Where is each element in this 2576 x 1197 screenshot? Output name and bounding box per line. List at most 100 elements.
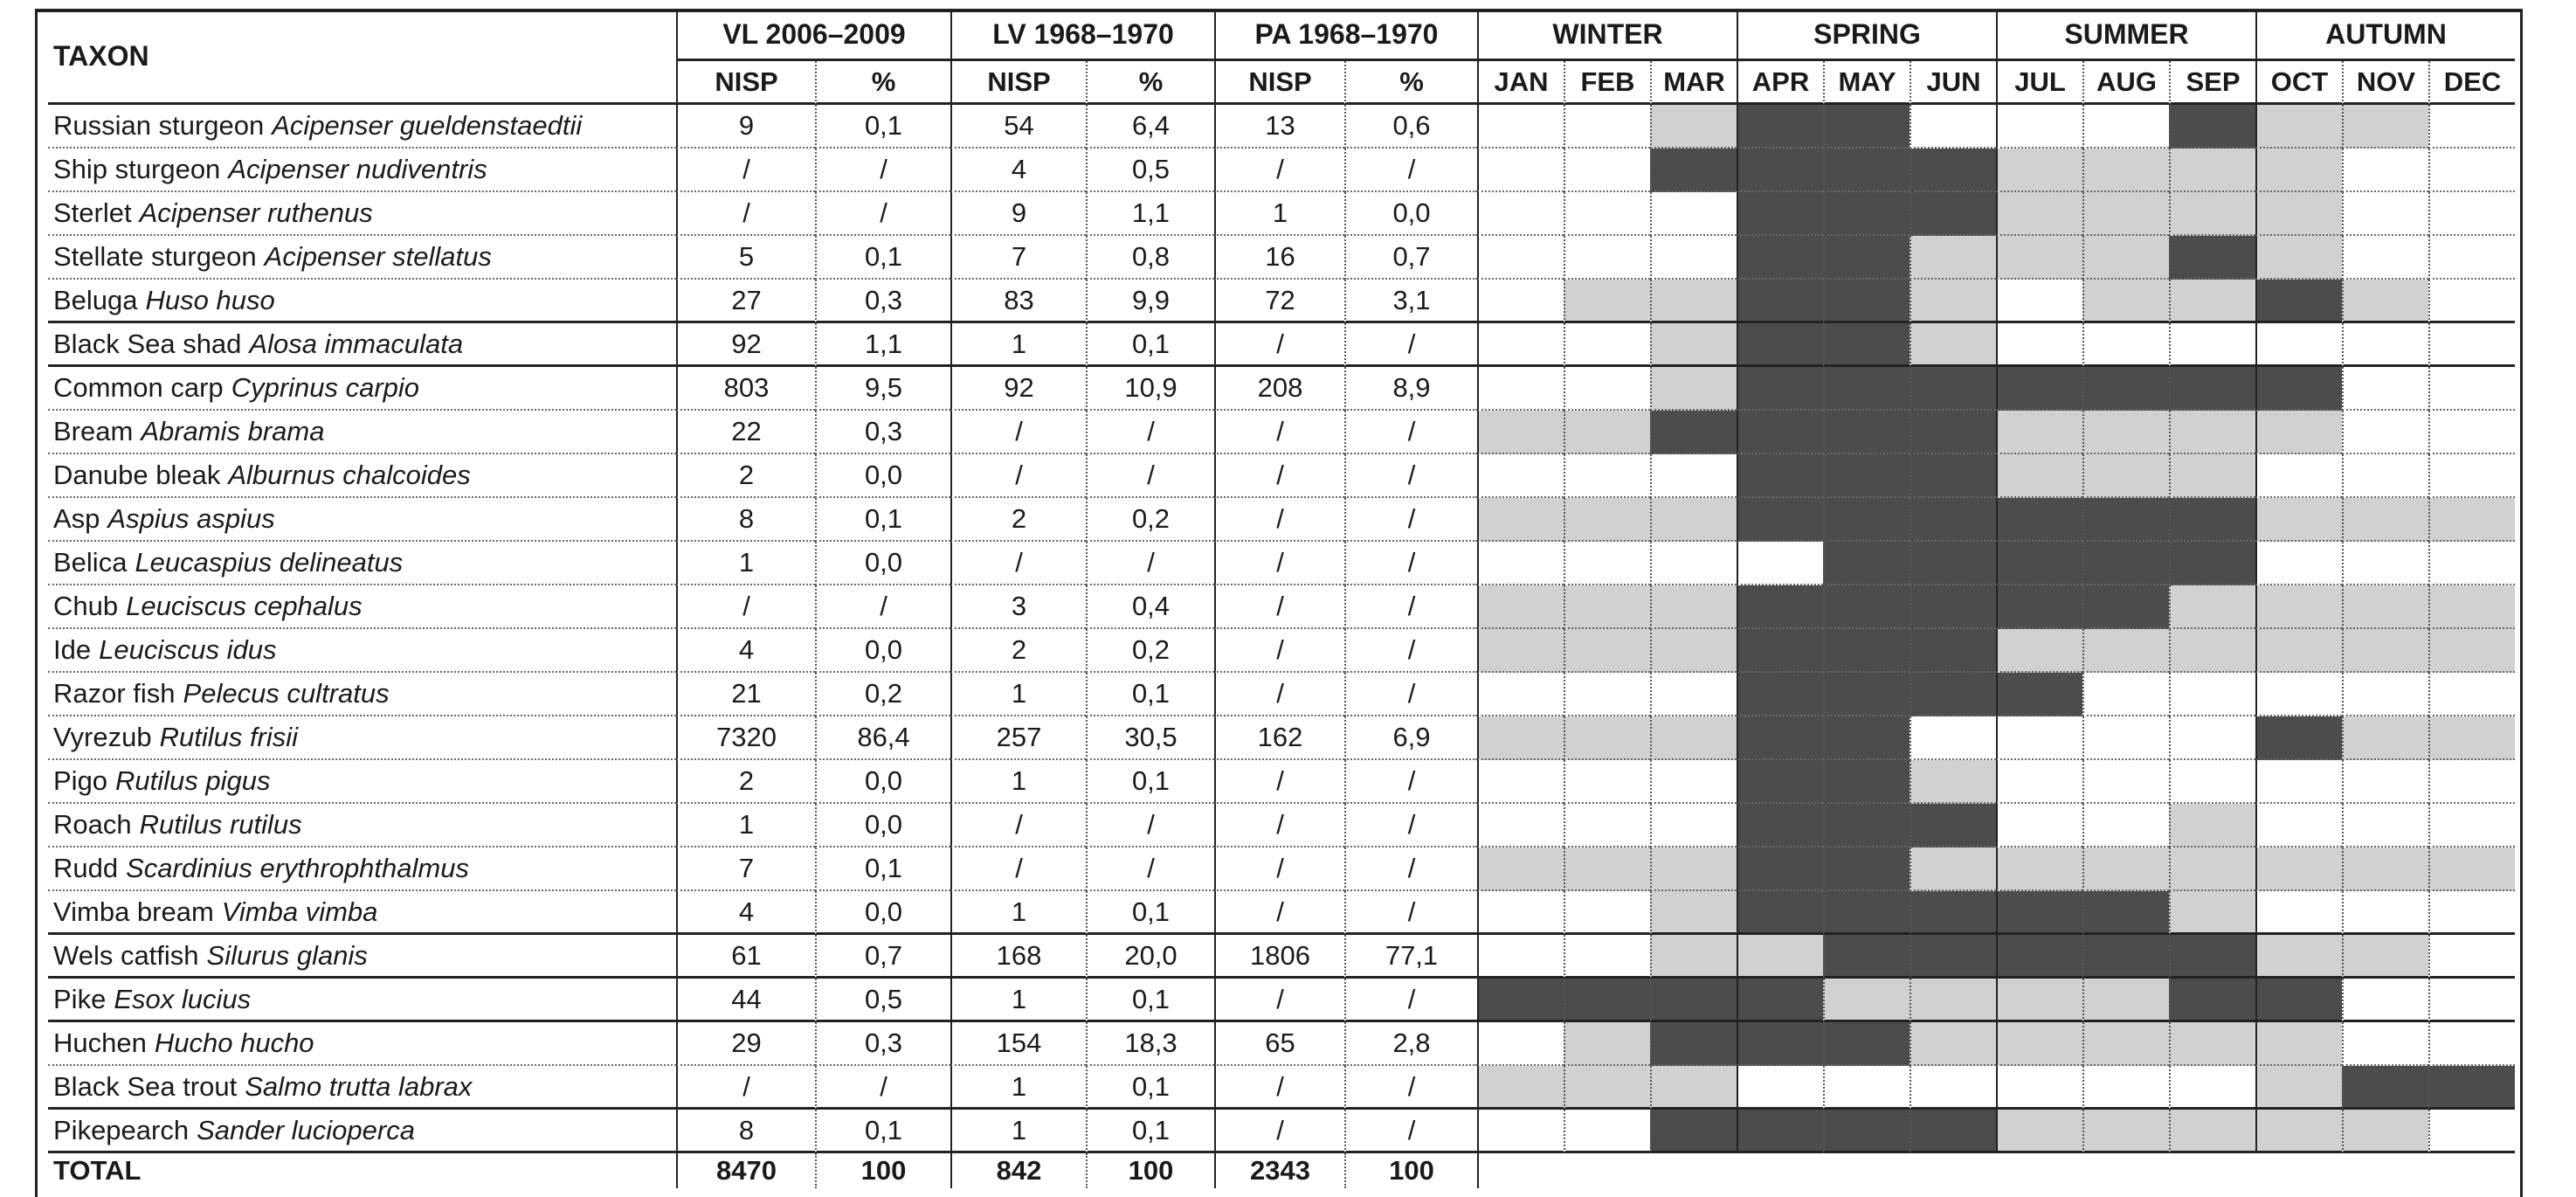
month-presence-cell [1910,192,1996,236]
month-presence-cell [1823,804,1910,848]
percent-value: 0,0 [815,629,950,673]
taxon-cell: Common carp Cyprinus carpio [48,367,676,411]
month-presence-cell [1564,498,1650,542]
month-presence-cell [2342,585,2428,629]
month-presence-cell [1737,891,1823,935]
month-presence-cell [1996,323,2082,367]
percent-value: 0,3 [815,280,950,323]
percent-value: 0,5 [815,979,950,1022]
nisp-value: 29 [676,1022,815,1066]
month-presence-cell [2169,105,2255,149]
month-presence-cell [1996,760,2082,804]
percent-value: / [1086,804,1214,848]
month-presence-cell [1910,891,1996,935]
month-header-aug: AUG [2082,61,2169,105]
month-header-oct: OCT [2255,61,2342,105]
nisp-value: 8 [676,1110,815,1153]
month-presence-cell [2342,716,2428,760]
percent-value: 0,1 [1086,323,1214,367]
month-presence-cell [2255,848,2342,891]
month-presence-cell [2082,411,2169,454]
percent-value: / [1344,454,1477,498]
percent-value: 3,1 [1344,280,1477,323]
nisp-value: / [1214,1066,1344,1110]
month-presence-cell [1477,367,1564,411]
month-presence-cell [2169,673,2255,716]
month-presence-cell [2082,935,2169,979]
nisp-value: 3 [950,585,1086,629]
month-presence-cell [1996,585,2082,629]
month-presence-cell [2255,716,2342,760]
month-presence-cell [1823,149,1910,192]
month-presence-cell [1910,1066,1996,1110]
site-header: PA 1968–1970 [1214,10,1477,61]
month-presence-cell [1737,1066,1823,1110]
common-name: Vyrezub [53,722,152,752]
percent-value: 0,0 [815,760,950,804]
nisp-value: 5 [676,236,815,280]
nisp-value: / [950,848,1086,891]
month-presence-cell [2082,236,2169,280]
nisp-value: / [1214,411,1344,454]
month-presence-cell [2428,848,2515,891]
taxon-header: TAXON [48,10,676,105]
month-presence-cell [1737,673,1823,716]
nisp-value: / [950,542,1086,585]
nisp-value: 1 [950,1110,1086,1153]
month-presence-cell [1650,105,1737,149]
percent-value: / [1344,673,1477,716]
scientific-name: Scardinius erythrophthalmus [126,853,469,883]
month-presence-cell [2082,979,2169,1022]
month-presence-cell [1996,673,2082,716]
percent-value: / [1344,979,1477,1022]
percent-value: 0,1 [1086,1110,1214,1153]
month-presence-cell [1650,673,1737,716]
month-presence-cell [1650,323,1737,367]
common-name: Ide [53,634,92,665]
month-presence-cell [2255,585,2342,629]
percent-value: 0,2 [1086,498,1214,542]
month-presence-cell [1737,105,1823,149]
month-presence-cell [2428,192,2515,236]
month-header-may: MAY [1823,61,1910,105]
month-presence-cell [1737,411,1823,454]
nisp-value: 162 [1214,716,1344,760]
nisp-value: 27 [676,280,815,323]
nisp-value: 1806 [1214,935,1344,979]
scientific-name: Vimba vimba [221,896,378,927]
common-name: Stellate sturgeon [53,241,257,272]
month-header-dec: DEC [2428,61,2515,105]
month-header-nov: NOV [2342,61,2428,105]
percent-value: 9,9 [1086,280,1214,323]
month-presence-cell [1823,1066,1910,1110]
month-presence-cell [1910,498,1996,542]
month-presence-cell [2428,149,2515,192]
month-presence-cell [2169,760,2255,804]
month-presence-cell [1477,149,1564,192]
percent-value: / [815,192,950,236]
taxon-cell: Razor fish Pelecus cultratus [48,673,676,716]
nisp-value: 1 [950,979,1086,1022]
percent-value: 1,1 [1086,192,1214,236]
scientific-name: Cyprinus carpio [231,372,420,403]
nisp-value: 1 [950,1066,1086,1110]
nisp-value: 1 [950,760,1086,804]
percent-value: 0,1 [815,105,950,149]
month-presence-cell [2255,280,2342,323]
percent-value: 18,3 [1086,1022,1214,1066]
month-presence-cell [1564,716,1650,760]
month-presence-cell [2255,935,2342,979]
nisp-value: 7 [676,848,815,891]
month-presence-cell [1910,585,1996,629]
percent-value: / [1344,804,1477,848]
month-presence-cell [2342,979,2428,1022]
percent-value: / [1344,411,1477,454]
nisp-value: 2 [950,629,1086,673]
common-name: Russian sturgeon [53,110,265,141]
nisp-header: NISP [1214,61,1344,105]
percent-value: / [1344,323,1477,367]
month-presence-cell [2428,411,2515,454]
month-presence-cell [1650,454,1737,498]
month-presence-cell [1910,149,1996,192]
nisp-value: / [1214,542,1344,585]
